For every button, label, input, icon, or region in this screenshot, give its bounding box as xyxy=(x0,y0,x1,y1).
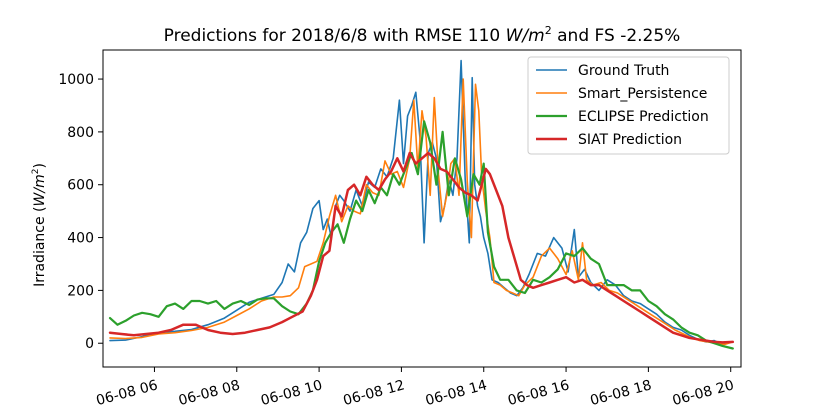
plot-frame xyxy=(102,49,742,368)
y-tick-label: 600 xyxy=(67,178,94,194)
y-tick-label: 800 xyxy=(67,125,94,141)
series-layer xyxy=(108,59,735,350)
chart-title: Predictions for 2018/6/8 with RMSE 110 W… xyxy=(164,24,681,46)
x-tick-label: 06-08 18 xyxy=(588,377,653,409)
y-tick-label: 400 xyxy=(67,231,94,247)
legend-label-4: SIAT Prediction xyxy=(578,132,682,148)
legend-box xyxy=(527,56,730,155)
x-tick-label: 06-08 20 xyxy=(671,377,736,409)
y-tick-label: 200 xyxy=(67,283,94,299)
y-tick-label: 0 xyxy=(85,336,94,352)
legend-items: Ground Truth Smart_Persistence ECLIPSE Pre… xyxy=(536,63,709,148)
series-line-3 xyxy=(108,120,734,350)
y-tick-label: 1000 xyxy=(58,72,94,88)
series-line-2 xyxy=(109,78,734,346)
y-axis-label: Irradiance (W/m2) xyxy=(31,163,48,287)
series-line-4 xyxy=(108,151,735,344)
x-tick-label: 06-08 16 xyxy=(506,377,571,409)
x-tick-label: 06-08 14 xyxy=(424,377,489,409)
x-tick-label: 06-08 08 xyxy=(177,377,242,409)
x-tick-label: 06-08 10 xyxy=(259,377,324,409)
legend-label-2: Smart_Persistence xyxy=(578,86,707,102)
legend: Ground Truth Smart_Persistence ECLIPSE Pre… xyxy=(527,56,730,155)
x-tick-label: 06-08 06 xyxy=(95,377,160,409)
x-tick-label: 06-08 12 xyxy=(342,377,407,409)
legend-label-3: ECLIPSE Prediction xyxy=(578,109,709,125)
legend-label-1: Ground Truth xyxy=(578,63,669,79)
